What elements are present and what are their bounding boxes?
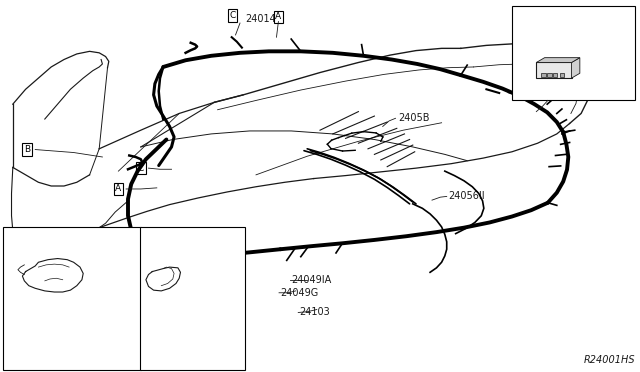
- Text: R24001HS: R24001HS: [583, 355, 635, 365]
- Text: B: B: [145, 234, 152, 243]
- Polygon shape: [536, 58, 580, 62]
- Text: 24049IA: 24049IA: [291, 275, 332, 285]
- Text: 24049G: 24049G: [280, 288, 319, 298]
- Text: 24271C: 24271C: [160, 235, 195, 244]
- Text: 24276U(RH): 24276U(RH): [29, 235, 84, 244]
- Bar: [553, 73, 557, 77]
- Bar: [140, 227, 245, 370]
- Text: C: C: [229, 11, 236, 20]
- Text: A: A: [11, 234, 17, 243]
- Bar: [3, 227, 141, 370]
- Text: 2405B: 2405B: [398, 113, 429, 123]
- Text: 24103: 24103: [300, 308, 330, 317]
- Bar: [541, 73, 546, 77]
- Bar: [512, 6, 635, 100]
- Polygon shape: [572, 58, 580, 78]
- Text: C: C: [518, 10, 525, 19]
- Text: 24014: 24014: [245, 14, 276, 23]
- Text: B: B: [24, 145, 30, 154]
- Bar: [536, 62, 572, 78]
- Text: 24276UA(LH): 24276UA(LH): [19, 243, 79, 252]
- Bar: [560, 73, 564, 77]
- Text: A: A: [115, 185, 122, 193]
- Bar: [547, 73, 552, 77]
- Text: A: A: [275, 12, 282, 21]
- Text: 24276: 24276: [534, 11, 565, 20]
- Text: 24056II: 24056II: [448, 192, 484, 201]
- Text: C: C: [138, 164, 144, 173]
